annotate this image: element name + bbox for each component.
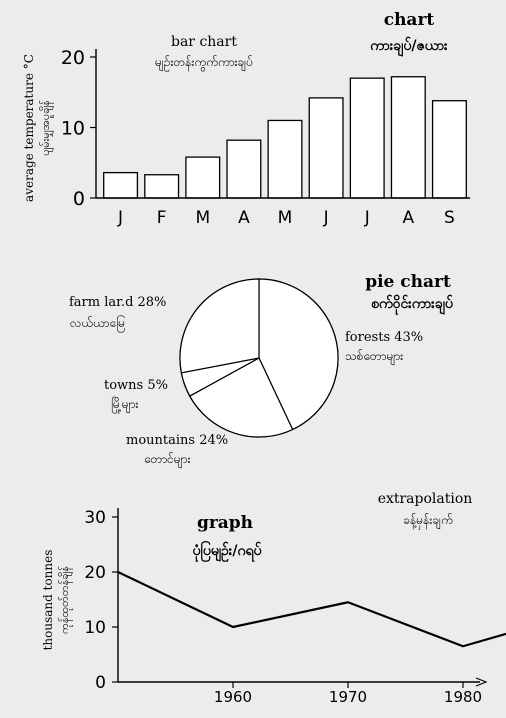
bar <box>185 156 221 199</box>
line-graph-y-ticks: 0 10 20 30 <box>84 508 118 693</box>
pie-chart-heading: pie chart <box>365 272 451 292</box>
bar-chart-axes <box>95 49 470 199</box>
bar-chart-caption: bar chart <box>171 34 237 50</box>
pie-label-forests-my: သစ်တောများ <box>345 348 403 366</box>
bar <box>144 174 180 199</box>
graph-heading-my: ပုံပြမျဉ်း/ဂရပ် <box>193 541 263 562</box>
bar-chart-y-tick-label: 20 <box>61 47 85 69</box>
extrapolation-label-my: ခန့်မှန်းချက် <box>403 512 452 530</box>
line-graph-x-tick-label: 1970 <box>329 688 367 706</box>
bar-chart-x-tick-label: S <box>444 208 455 228</box>
bar-chart-y-tick-label: 0 <box>73 188 85 210</box>
pie-chart: pie chart စက်ဝိုင်းကားချပ် forests 43% သ… <box>69 272 454 469</box>
bar-chart-ylabel: average temperature °C <box>22 54 36 202</box>
line-graph-x-tick-label: 1980 <box>444 688 482 706</box>
bar <box>390 76 426 199</box>
line-graph-ylabel-my: ကုန်ထုတ်တန်ချိန် <box>58 566 73 634</box>
pie-label-mountains-my: တောင်များ <box>144 451 191 469</box>
pie-slice <box>258 278 339 431</box>
bar-chart-x-tick-label: J <box>117 208 123 228</box>
bar <box>431 100 467 199</box>
pie-label-farmland-my: လယ်ယာမြေ <box>70 314 125 333</box>
chart-heading: chart <box>384 10 435 30</box>
graph-heading: graph <box>197 513 253 533</box>
bar-chart-x-tick-label: M <box>278 208 293 228</box>
line-graph-y-tick-label: 20 <box>84 563 106 583</box>
line-graph-y-tick-label: 10 <box>84 618 106 638</box>
pie-slice <box>188 357 294 438</box>
extrapolation-label: extrapolation <box>378 491 473 507</box>
bar-chart-bars <box>103 76 467 199</box>
line-graph-x-ticks: 19601970198019902000 <box>214 682 482 706</box>
bar-chart-x-tick-label: F <box>157 208 167 228</box>
bar-chart-x-tick-label: A <box>403 208 415 228</box>
pie-chart-slices <box>179 278 339 438</box>
pie-label-farmland: farm lar.d 28% <box>69 295 166 310</box>
pie-label-forests: forests 43% <box>345 330 423 345</box>
bar <box>226 139 262 199</box>
bar-chart-x-tick-label: A <box>238 208 250 228</box>
line-graph-ylabel: thousand tonnes <box>41 550 55 651</box>
pie-slice <box>179 278 260 374</box>
bar-chart-y-tick-label: 10 <box>61 118 85 140</box>
pie-label-towns: towns 5% <box>104 378 168 393</box>
bar-chart-x-tick-label: J <box>323 208 329 228</box>
chart-heading-my: ကားချပ်/ဇယား <box>370 37 448 56</box>
bar-chart-caption-my: မျဉ်းတန်းကွက်ကားချပ် <box>155 54 253 72</box>
line-graph-y-tick-label: 30 <box>84 508 106 528</box>
pie-label-mountains: mountains 24% <box>126 433 228 448</box>
x-axis-arrow-icon <box>475 677 488 687</box>
bar <box>103 171 139 199</box>
pie-label-towns-my: မြို့များ <box>111 395 138 414</box>
bar-chart-x-tick-label: M <box>195 208 210 228</box>
bar <box>308 97 344 199</box>
line-graph-series <box>117 571 506 648</box>
line-graph-axes <box>117 508 488 687</box>
bar <box>349 77 385 199</box>
bar-chart-y-ticks: 0 10 20 <box>61 47 96 210</box>
data-series-line <box>117 571 506 648</box>
bar <box>267 119 303 199</box>
bar-chart-x-tick-label: J <box>364 208 370 228</box>
bar-chart: 0 10 20 J F M A M J J A S bar chart မျဉ်းတန်းကွက်က… <box>22 10 470 228</box>
bar-chart-ylabel-my: ပျမ်းမျှအပူချိန် <box>39 100 54 156</box>
line-graph-y-tick-label: 0 <box>95 673 106 693</box>
line-graph-x-tick-label: 1960 <box>214 688 252 706</box>
pie-chart-heading-my: စက်ဝိုင်းကားချပ် <box>371 295 454 315</box>
